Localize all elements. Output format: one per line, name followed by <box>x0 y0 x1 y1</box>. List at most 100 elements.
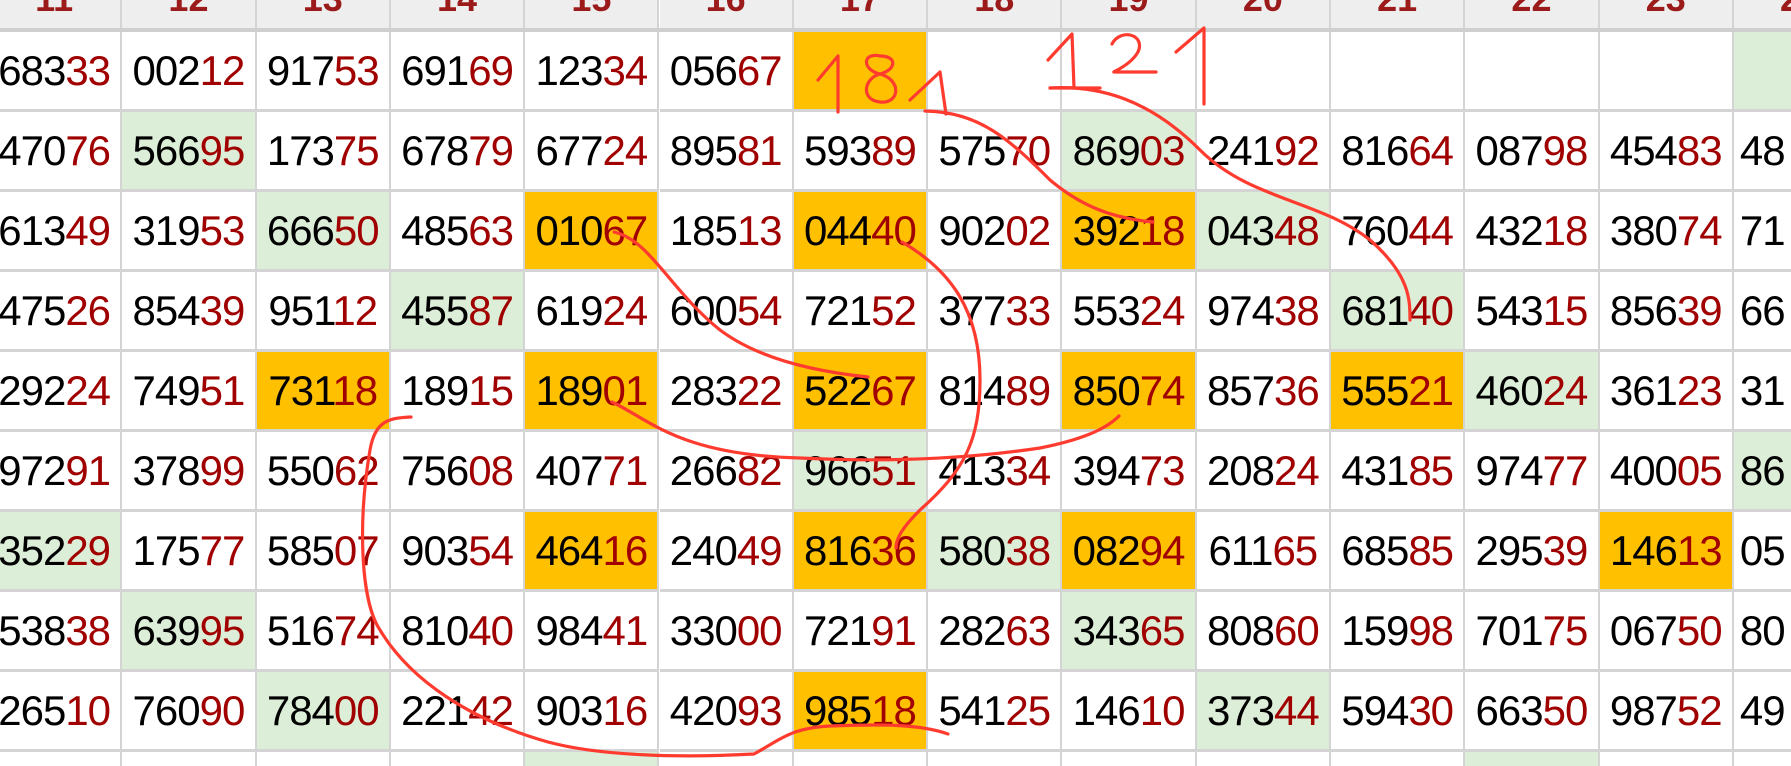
grid-cell[interactable]: 46416 <box>525 512 660 592</box>
grid-cell[interactable]: 68585 <box>1331 512 1466 592</box>
grid-cell[interactable]: 58038 <box>928 512 1063 592</box>
grid-cell[interactable]: 17375 <box>256 112 391 192</box>
grid-cell[interactable]: 80 <box>1733 592 1791 672</box>
column-header-13[interactable]: 13 <box>256 0 391 28</box>
column-header-20[interactable]: 20 <box>1196 0 1331 28</box>
column-header-16[interactable]: 16 <box>659 0 794 28</box>
grid-cell[interactable] <box>256 752 391 766</box>
grid-cell[interactable] <box>1062 752 1197 766</box>
grid-cell[interactable]: 31953 <box>122 192 257 272</box>
grid-cell[interactable]: 81664 <box>1331 112 1466 192</box>
grid-cell[interactable]: 24192 <box>1196 112 1331 192</box>
grid-cell[interactable]: 81636 <box>793 512 929 592</box>
grid-cell[interactable]: 17577 <box>122 512 257 592</box>
grid-cell[interactable] <box>122 752 257 766</box>
grid-cell[interactable] <box>928 32 1063 112</box>
grid-cell[interactable]: 37899 <box>122 432 257 512</box>
grid-cell[interactable]: 54315 <box>1465 272 1600 352</box>
grid-cell[interactable]: 51674 <box>256 592 391 672</box>
grid-cell[interactable]: 85074 <box>1062 352 1197 432</box>
grid-cell[interactable]: 34365 <box>1062 592 1197 672</box>
grid-cell[interactable]: 63995 <box>122 592 257 672</box>
grid-cell[interactable]: 08294 <box>1062 512 1197 592</box>
grid-cell[interactable] <box>1599 32 1734 112</box>
grid-cell[interactable]: 08798 <box>1465 112 1600 192</box>
column-header-17[interactable]: 17 <box>793 0 929 28</box>
grid-cell[interactable] <box>1599 752 1734 766</box>
grid-cell[interactable]: 40005 <box>1599 432 1734 512</box>
grid-cell[interactable]: 76044 <box>1331 192 1466 272</box>
grid-cell[interactable]: 85736 <box>1196 352 1331 432</box>
grid-cell[interactable]: 28322 <box>659 352 794 432</box>
grid-cell[interactable]: 67724 <box>525 112 660 192</box>
grid-cell[interactable]: 46024 <box>1465 352 1600 432</box>
grid-cell[interactable]: 55521 <box>1331 352 1466 432</box>
grid-cell[interactable]: 20824 <box>1196 432 1331 512</box>
grid-cell[interactable]: 74951 <box>122 352 257 432</box>
column-header-11[interactable]: 11 <box>0 0 123 28</box>
grid-cell[interactable]: 43185 <box>1331 432 1466 512</box>
grid-cell[interactable]: 45587 <box>390 272 526 352</box>
grid-cell[interactable] <box>525 752 660 766</box>
grid-cell[interactable]: 26510 <box>0 672 123 752</box>
grid-cell[interactable]: 97291 <box>0 432 123 512</box>
grid-cell[interactable]: 14610 <box>1062 672 1197 752</box>
grid-cell[interactable] <box>1733 32 1791 112</box>
grid-cell[interactable]: 76090 <box>122 672 257 752</box>
grid-cell[interactable]: 96651 <box>793 432 929 512</box>
grid-cell[interactable]: 35229 <box>0 512 123 592</box>
grid-cell[interactable]: 78400 <box>256 672 391 752</box>
grid-cell[interactable]: 85639 <box>1599 272 1734 352</box>
grid-cell[interactable] <box>1733 752 1791 766</box>
grid-cell[interactable]: 52267 <box>793 352 929 432</box>
grid-cell[interactable]: 81040 <box>390 592 526 672</box>
grid-cell[interactable]: 43218 <box>1465 192 1600 272</box>
grid-cell[interactable]: 48563 <box>390 192 526 272</box>
grid-cell[interactable]: 54125 <box>928 672 1063 752</box>
grid-cell[interactable]: 67879 <box>390 112 526 192</box>
grid-cell[interactable] <box>793 32 929 112</box>
grid-cell[interactable]: 73118 <box>256 352 391 432</box>
grid-cell[interactable]: 39473 <box>1062 432 1197 512</box>
grid-cell[interactable]: 57570 <box>928 112 1063 192</box>
grid-cell[interactable]: 90354 <box>390 512 526 592</box>
grid-cell[interactable]: 97477 <box>1465 432 1600 512</box>
grid-cell[interactable]: 04440 <box>793 192 929 272</box>
grid-cell[interactable]: 31 <box>1733 352 1791 432</box>
column-header-19[interactable]: 19 <box>1062 0 1197 28</box>
grid-cell[interactable]: 90202 <box>928 192 1063 272</box>
grid-cell[interactable] <box>1196 32 1331 112</box>
grid-cell[interactable]: 66 <box>1733 272 1791 352</box>
grid-cell[interactable]: 55062 <box>256 432 391 512</box>
grid-cell[interactable]: 45483 <box>1599 112 1734 192</box>
grid-cell[interactable] <box>1062 32 1197 112</box>
grid-cell[interactable]: 72191 <box>793 592 929 672</box>
grid-cell[interactable]: 37344 <box>1196 672 1331 752</box>
grid-cell[interactable]: 98518 <box>793 672 929 752</box>
grid-cell[interactable]: 98441 <box>525 592 660 672</box>
grid-cell[interactable] <box>1196 752 1331 766</box>
grid-cell[interactable]: 61165 <box>1196 512 1331 592</box>
grid-cell[interactable]: 53838 <box>0 592 123 672</box>
grid-cell[interactable]: 33000 <box>659 592 794 672</box>
grid-cell[interactable]: 81489 <box>928 352 1063 432</box>
column-header-14[interactable]: 14 <box>390 0 526 28</box>
grid-cell[interactable]: 00212 <box>122 32 257 112</box>
grid-cell[interactable]: 75608 <box>390 432 526 512</box>
grid-cell[interactable]: 66350 <box>1465 672 1600 752</box>
grid-cell[interactable]: 86 <box>1733 432 1791 512</box>
column-header-18[interactable]: 18 <box>928 0 1063 28</box>
grid-cell[interactable]: 59389 <box>793 112 929 192</box>
grid-cell[interactable]: 28263 <box>928 592 1063 672</box>
grid-cell[interactable]: 47526 <box>0 272 123 352</box>
grid-cell[interactable]: 40771 <box>525 432 660 512</box>
column-header-23[interactable]: 23 <box>1599 0 1734 28</box>
grid-cell[interactable]: 97438 <box>1196 272 1331 352</box>
grid-cell[interactable]: 72152 <box>793 272 929 352</box>
grid-cell[interactable]: 22142 <box>390 672 526 752</box>
grid-cell[interactable]: 60054 <box>659 272 794 352</box>
grid-cell[interactable] <box>1331 752 1466 766</box>
grid-cell[interactable]: 37733 <box>928 272 1063 352</box>
grid-cell[interactable] <box>928 752 1063 766</box>
grid-cell[interactable]: 66650 <box>256 192 391 272</box>
